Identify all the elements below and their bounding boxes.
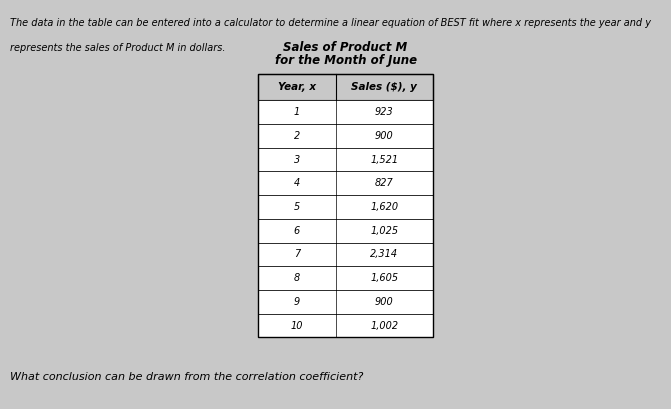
Bar <box>258 100 433 124</box>
Text: 6: 6 <box>294 226 300 236</box>
Text: 2,314: 2,314 <box>370 249 398 259</box>
Text: The data in the table can be entered into a calculator to determine a linear equ: The data in the table can be entered int… <box>10 18 651 28</box>
Bar <box>258 266 433 290</box>
Text: 923: 923 <box>375 107 393 117</box>
Bar <box>258 314 433 337</box>
Bar <box>258 243 433 266</box>
Text: Year, x: Year, x <box>278 82 316 92</box>
Text: 1,620: 1,620 <box>370 202 398 212</box>
Bar <box>258 74 433 337</box>
Text: 1,605: 1,605 <box>370 273 398 283</box>
Text: 3: 3 <box>294 155 300 164</box>
Text: 900: 900 <box>375 297 393 307</box>
Text: 1,002: 1,002 <box>370 321 398 330</box>
Text: represents the sales of Product M in dollars.: represents the sales of Product M in dol… <box>10 43 225 53</box>
Text: 1: 1 <box>294 107 300 117</box>
Text: 4: 4 <box>294 178 300 188</box>
Text: 2: 2 <box>294 131 300 141</box>
Text: Sales of Product M: Sales of Product M <box>283 40 408 54</box>
Text: 10: 10 <box>291 321 303 330</box>
Text: 900: 900 <box>375 131 393 141</box>
Bar <box>258 148 433 171</box>
Text: for the Month of June: for the Month of June <box>274 54 417 67</box>
Text: 5: 5 <box>294 202 300 212</box>
Text: 1,025: 1,025 <box>370 226 398 236</box>
Text: 9: 9 <box>294 297 300 307</box>
Text: 8: 8 <box>294 273 300 283</box>
Text: 7: 7 <box>294 249 300 259</box>
Bar <box>258 290 433 314</box>
Bar <box>258 124 433 148</box>
Text: Sales ($), y: Sales ($), y <box>351 82 417 92</box>
Bar <box>258 171 433 195</box>
Bar <box>258 74 433 100</box>
Text: What conclusion can be drawn from the correlation coefficient?: What conclusion can be drawn from the co… <box>10 373 364 382</box>
Text: 827: 827 <box>375 178 393 188</box>
Bar <box>258 195 433 219</box>
Bar <box>258 219 433 243</box>
Text: 1,521: 1,521 <box>370 155 398 164</box>
